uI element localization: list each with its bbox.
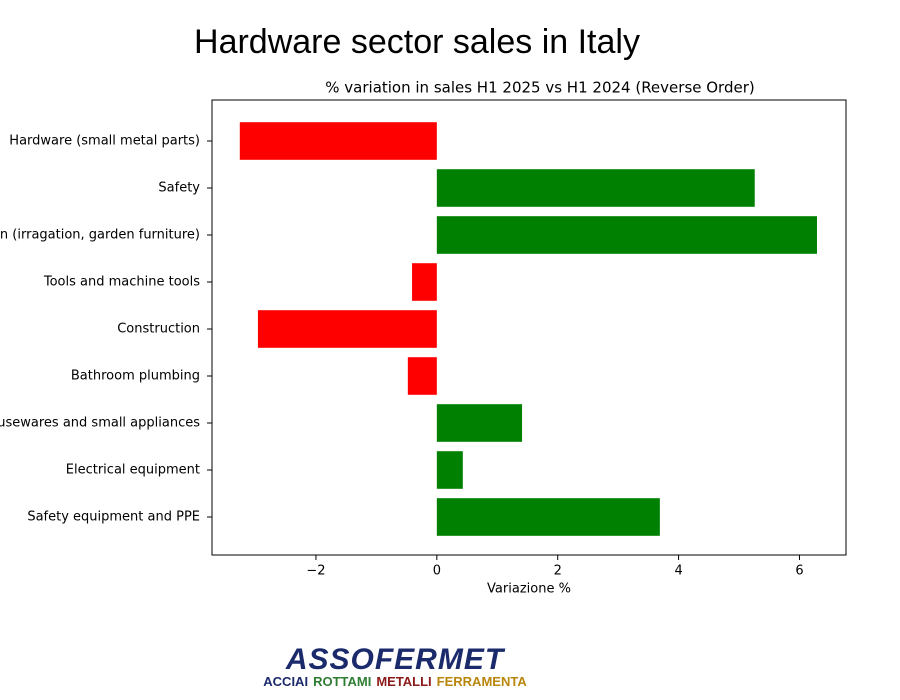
y-tick-label: Tools and machine tools xyxy=(43,275,200,290)
x-tick-label: 0 xyxy=(433,564,441,579)
plot-frame xyxy=(211,99,847,556)
x-axis-label: Variazione % xyxy=(487,582,571,597)
y-tick-label: Safety xyxy=(158,181,200,196)
bar xyxy=(257,310,437,348)
chart-title: Hardware sector sales in Italy xyxy=(194,23,640,61)
x-tick-label: 4 xyxy=(674,564,682,579)
logo-word: ROTTAMI xyxy=(313,674,371,689)
bar xyxy=(436,216,817,254)
x-tick-label: 2 xyxy=(554,564,562,579)
y-tick-label: Housewares and small appliances xyxy=(0,416,200,431)
y-tick-label: Bathroom plumbing xyxy=(71,369,200,384)
logo-word: FERRAMENTA xyxy=(437,674,528,689)
y-tick-label: Hardware (small metal parts) xyxy=(9,134,200,149)
logo-word: METALLI xyxy=(376,674,431,689)
y-tick-label: Construction xyxy=(117,322,200,337)
logo-tagline: ACCIAI ROTTAMI METALLI FERRAMENTA xyxy=(263,674,527,689)
x-tick-label: 6 xyxy=(795,564,803,579)
chart-subtitle: % variation in sales H1 2025 vs H1 2024 … xyxy=(325,79,754,97)
bar xyxy=(412,263,437,301)
bar xyxy=(436,498,660,536)
x-tick-label: −2 xyxy=(306,564,325,579)
bar xyxy=(436,169,755,207)
logo-name: ASSOFERMET xyxy=(285,643,506,676)
logo-word: ACCIAI xyxy=(263,674,308,689)
y-tick-label: Safety equipment and PPE xyxy=(27,510,200,525)
bar xyxy=(407,357,437,395)
y-tick-label: Electrical equipment xyxy=(66,463,200,478)
bar xyxy=(239,122,437,160)
y-tick-label: Garden (irragation, garden furniture) xyxy=(0,228,200,243)
bar xyxy=(436,451,463,489)
bar xyxy=(436,404,523,442)
